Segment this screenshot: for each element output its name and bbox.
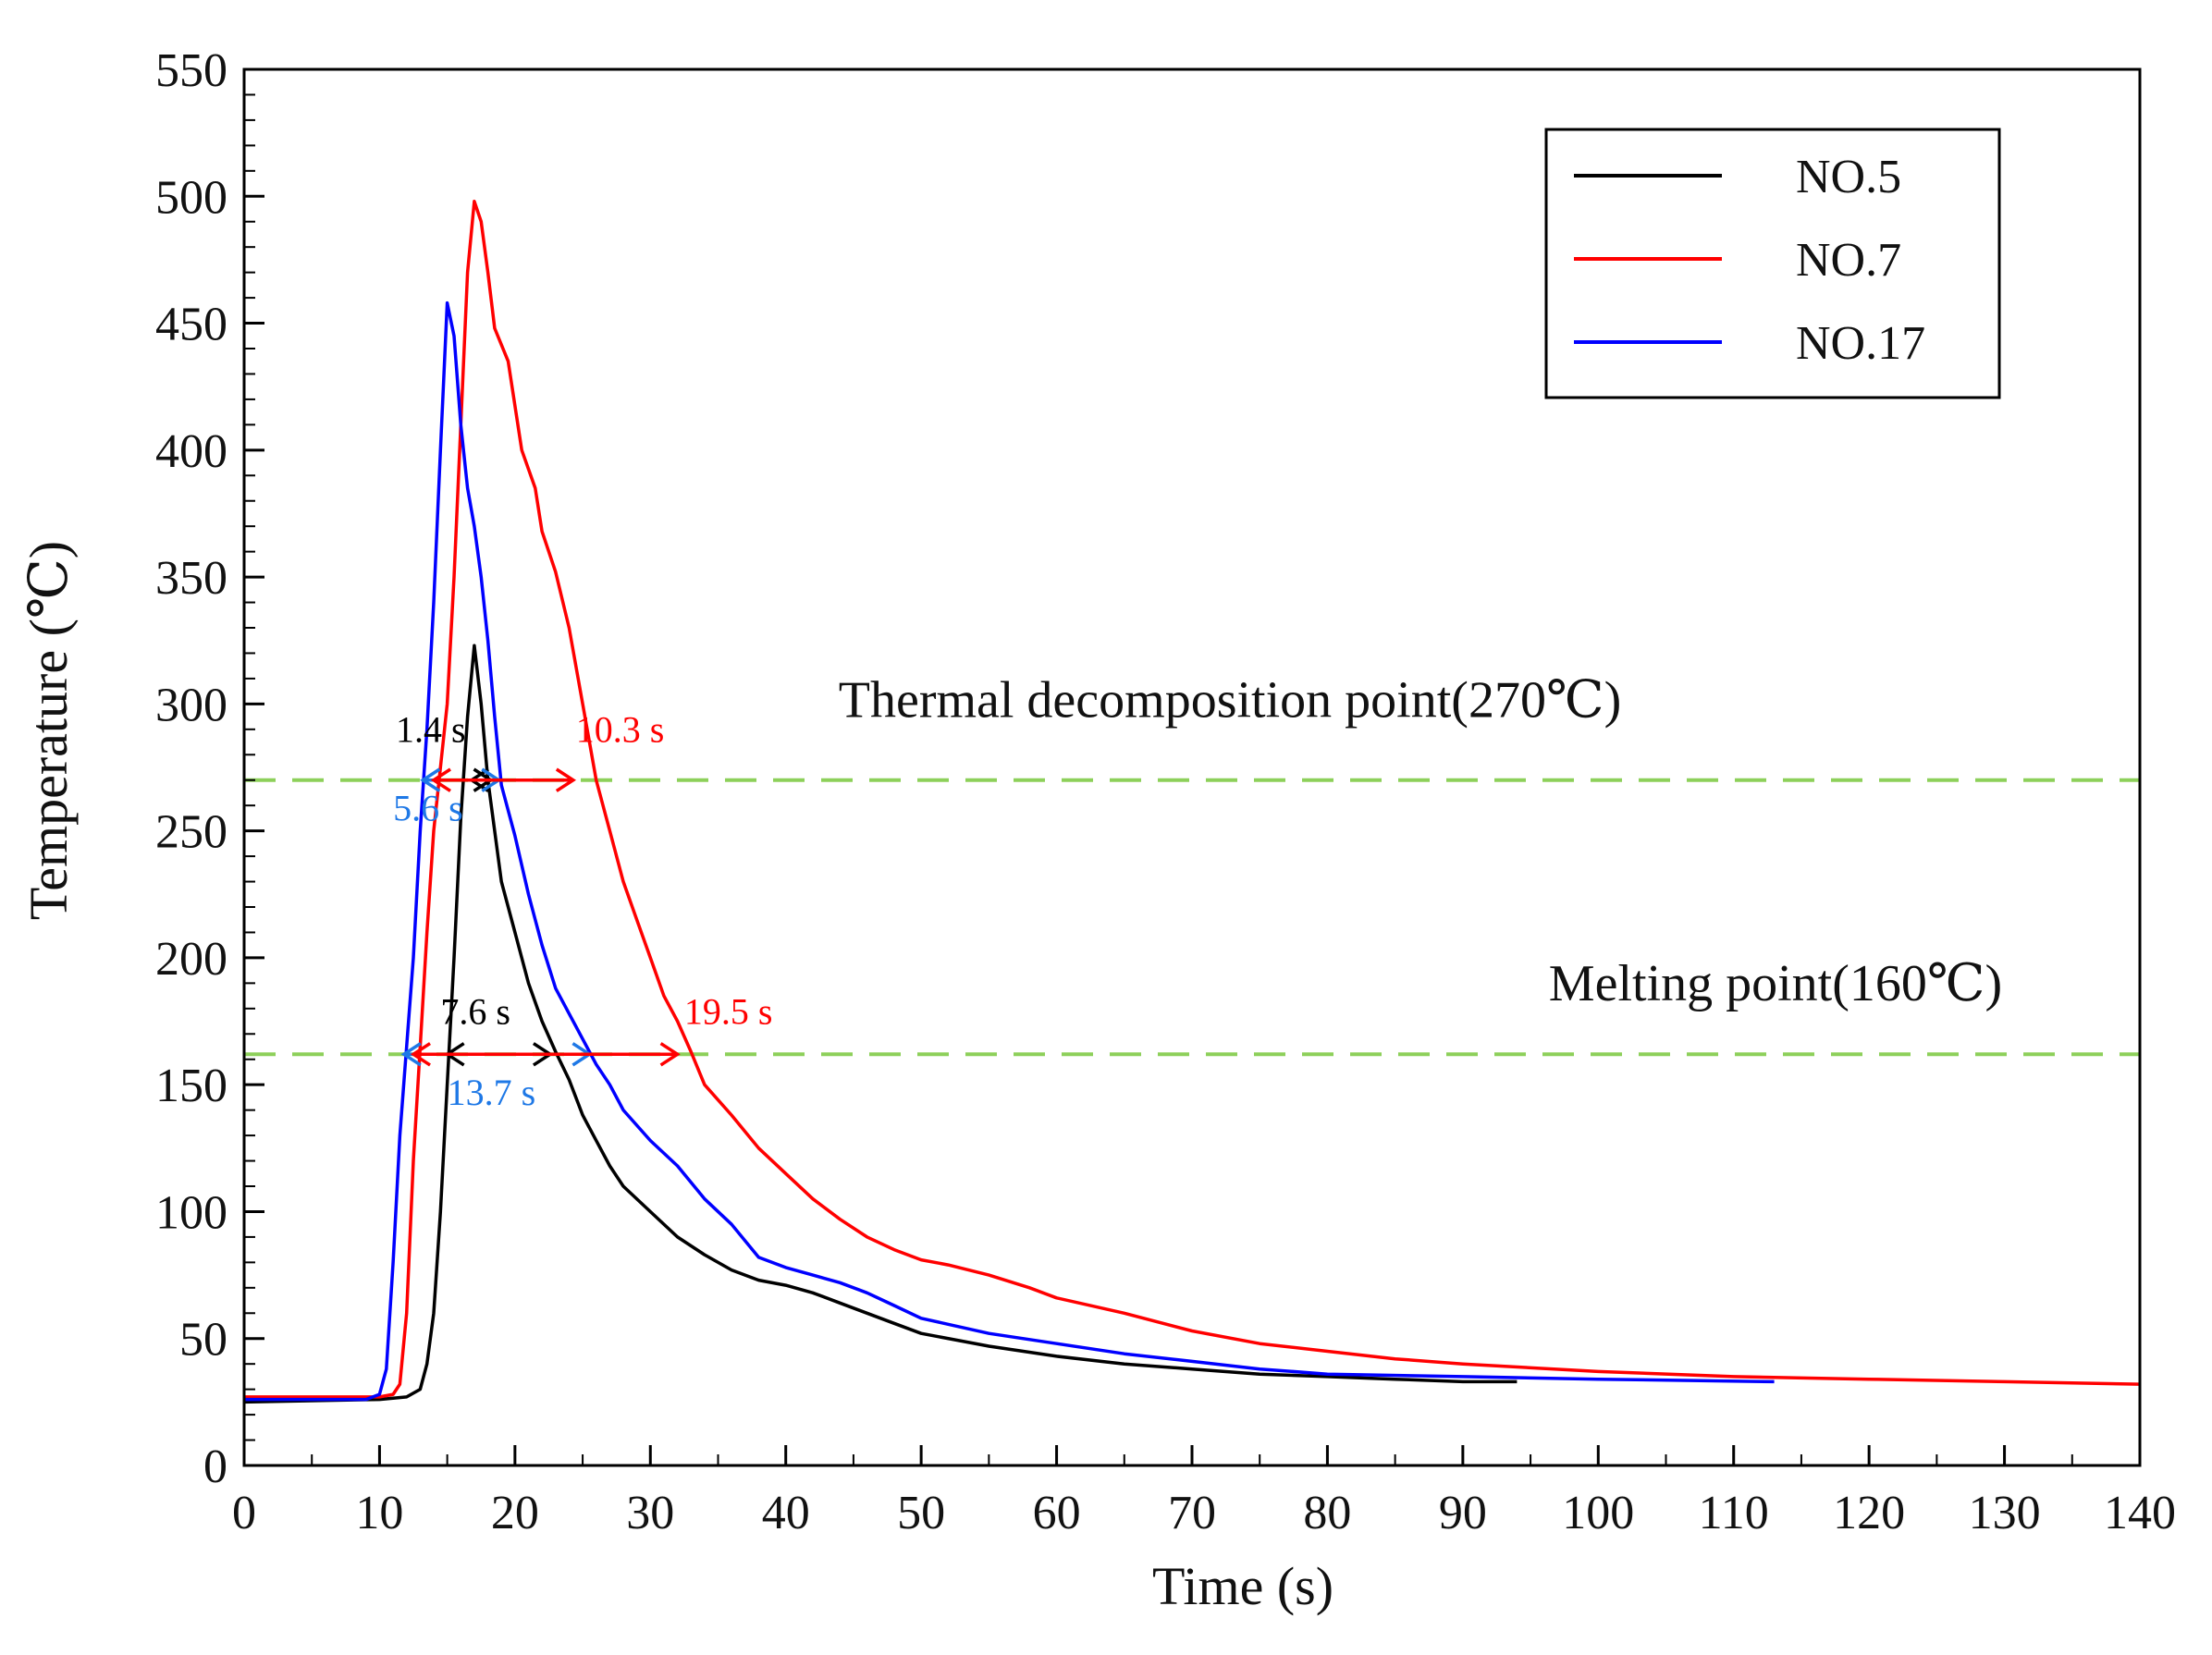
arrow-head (430, 767, 451, 792)
y-tick-label: 500 (155, 171, 227, 224)
x-tick-label: 50 (897, 1487, 945, 1539)
duration-label: 1.4 s (396, 709, 466, 751)
y-tick-label: 0 (203, 1440, 227, 1493)
x-tick-label: 130 (1969, 1487, 2041, 1539)
series-line-no-7 (244, 200, 2140, 1399)
arrow-head (400, 1042, 422, 1067)
x-axis-title: Time (s) (1152, 1556, 1333, 1616)
x-tick-label: 90 (1439, 1487, 1487, 1539)
arrow-head (555, 767, 577, 792)
legend-label: NO.5 (1796, 151, 1901, 203)
x-tick-label: 10 (355, 1487, 403, 1539)
legend-label: NO.17 (1796, 317, 1925, 370)
melting-label: Melting point(160℃) (1549, 955, 2002, 1012)
x-tick-label: 70 (1168, 1487, 1216, 1539)
x-tick-label: 120 (1833, 1487, 1905, 1539)
y-tick-label: 250 (155, 806, 227, 859)
y-tick-label: 100 (155, 1186, 227, 1239)
x-tick-label: 140 (2104, 1487, 2176, 1539)
y-tick-label: 150 (155, 1060, 227, 1112)
arrow-head (659, 1042, 681, 1067)
series-line-no-17 (244, 300, 1775, 1402)
duration-label: 5.6 s (393, 788, 463, 829)
thermal-decomposition-label: Thermal decomposition point(270℃) (839, 672, 1621, 729)
y-tick-label: 350 (155, 552, 227, 605)
series-line-no-5 (244, 644, 1518, 1404)
duration-label: 19.5 s (684, 990, 773, 1032)
y-tick-label: 400 (155, 425, 227, 478)
y-tick-label: 450 (155, 299, 227, 351)
x-tick-label: 20 (491, 1487, 539, 1539)
x-tick-label: 60 (1033, 1487, 1081, 1539)
x-tick-label: 110 (1699, 1487, 1769, 1539)
x-tick-label: 0 (232, 1487, 256, 1539)
y-tick-label: 50 (179, 1314, 227, 1367)
x-tick-label: 40 (762, 1487, 810, 1539)
x-tick-label: 80 (1303, 1487, 1351, 1539)
legend-label: NO.7 (1796, 234, 1901, 287)
arrow-head (420, 767, 441, 792)
legend-box (1544, 128, 2001, 399)
duration-label: 10.3 s (576, 709, 665, 751)
y-tick-label: 200 (155, 933, 227, 986)
y-tick-label: 300 (155, 679, 227, 731)
duration-label: 13.7 s (448, 1072, 536, 1113)
y-tick-label: 550 (155, 44, 227, 97)
duration-label: 7.6 s (440, 990, 510, 1032)
x-tick-label: 100 (1562, 1487, 1634, 1539)
x-tick-label: 30 (626, 1487, 674, 1539)
y-axis-title: Temperature (℃) (18, 541, 79, 920)
arrow-head (410, 1042, 431, 1067)
